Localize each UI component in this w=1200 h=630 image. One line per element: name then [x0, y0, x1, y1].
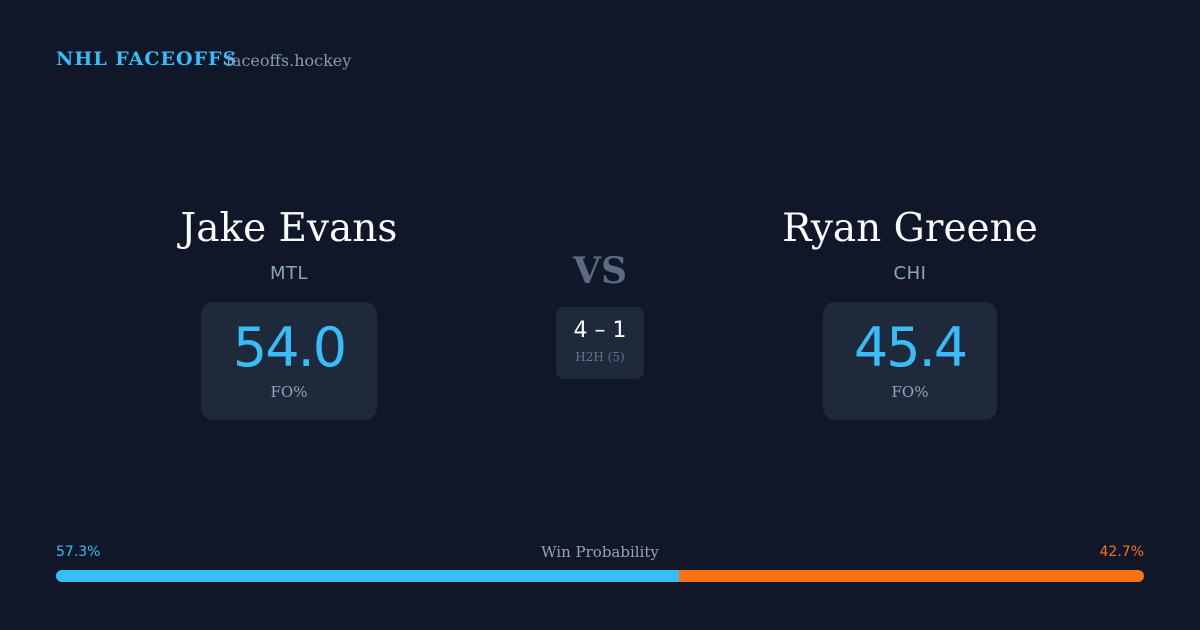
- site-name: faceoffs.hockey: [226, 51, 352, 70]
- fo-pct: 45.4: [853, 316, 968, 379]
- h2h-score: 4 – 1: [573, 318, 627, 343]
- stat-card: [201, 302, 377, 420]
- player-name: Ryan Greene: [782, 206, 1038, 251]
- away-prob: 42.7%: [1099, 544, 1144, 560]
- vs-label: VS: [573, 250, 627, 292]
- fo-label: FO%: [891, 383, 929, 401]
- prob-bar: [56, 570, 1144, 582]
- prob-title: Win Probability: [541, 543, 659, 561]
- fo-label: FO%: [270, 383, 308, 401]
- team: MTL: [269, 263, 309, 284]
- brand-title: NHL FACEOFFS: [56, 48, 238, 70]
- home-prob-bar: [56, 570, 680, 582]
- away-prob-bar: [679, 570, 1144, 582]
- home-prob: 57.3%: [56, 544, 101, 560]
- fo-pct: 54.0: [232, 316, 347, 379]
- stat-card: [823, 302, 997, 420]
- player-name: Jake Evans: [180, 206, 398, 251]
- h2h-label: H2H (5): [575, 350, 625, 364]
- team: CHI: [893, 263, 927, 284]
- h2h-card: [556, 307, 644, 379]
